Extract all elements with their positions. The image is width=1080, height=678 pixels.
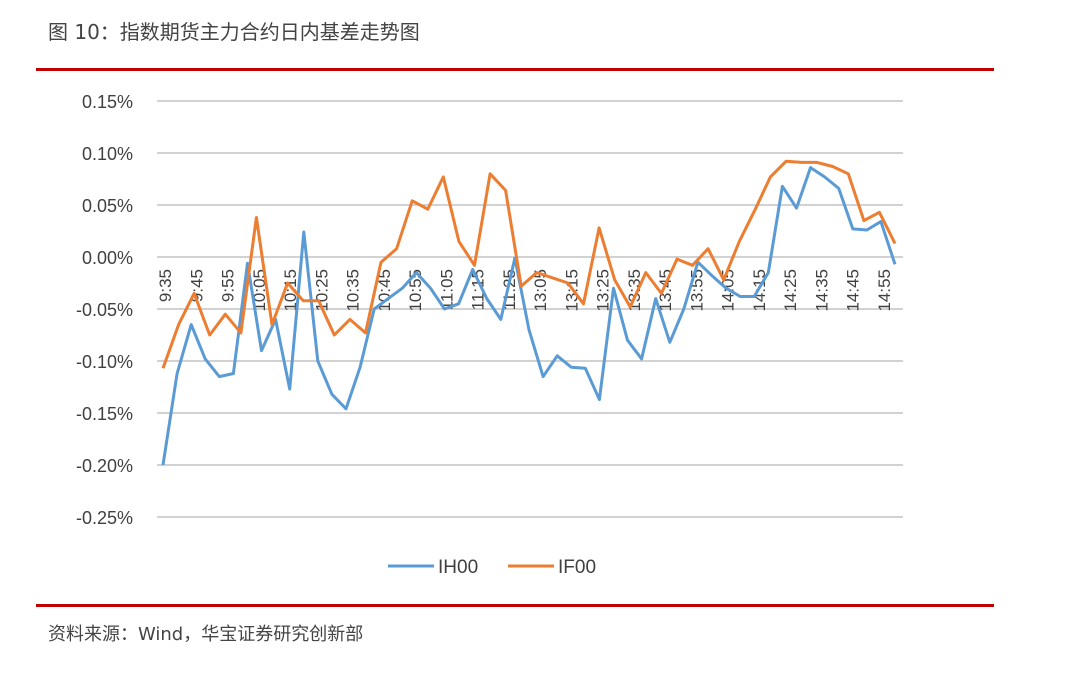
y-tick-label: -0.15% — [76, 404, 133, 424]
x-tick-label: 13:25 — [594, 269, 613, 312]
x-tick-label: 11:05 — [437, 269, 456, 310]
y-tick-label: -0.05% — [76, 300, 133, 320]
legend-label-ih00: IH00 — [438, 557, 478, 578]
x-tick-label: 9:55 — [219, 269, 238, 302]
y-tick-label: -0.25% — [76, 508, 133, 528]
x-tick-label: 9:35 — [156, 269, 175, 302]
series-lines — [161, 159, 897, 466]
x-tick-label: 11:25 — [500, 269, 519, 310]
series-line-ih00 — [161, 166, 897, 466]
top-rule — [36, 68, 994, 71]
legend-label-if00: IF00 — [558, 557, 596, 578]
y-tick-label: 0.05% — [82, 196, 133, 216]
y-tick-label: -0.20% — [76, 456, 133, 476]
line-chart: 0.15% 0.10% 0.05% 0.00% -0.05% -0.10% -0.15% -0… — [76, 92, 903, 578]
x-tick-label: 14:35 — [812, 269, 831, 312]
x-tick-label: 10:35 — [344, 269, 363, 312]
y-tick-label: 0.00% — [82, 248, 133, 268]
x-tick-label: 14:45 — [844, 269, 863, 312]
x-tick-label: 14:25 — [781, 269, 800, 312]
x-tick-label: 14:55 — [875, 269, 894, 312]
y-tick-label: 0.10% — [82, 144, 133, 164]
x-tick-label: 13:35 — [625, 269, 644, 312]
figure-title: 图 10：指数期货主力合约日内基差走势图 — [48, 20, 420, 44]
x-tick-label: 10:45 — [375, 269, 394, 312]
series-line-if00 — [161, 159, 897, 369]
x-tick-label: 13:05 — [531, 269, 550, 312]
x-tick-label: 9:45 — [187, 269, 206, 302]
x-tick-label: 11:15 — [469, 269, 488, 310]
source-note: 资料来源：Wind，华宝证券研究创新部 — [48, 624, 364, 645]
y-tick-label: 0.15% — [82, 92, 133, 112]
x-tick-label: 13:45 — [656, 269, 675, 312]
legend: IH00 IF00 — [388, 557, 596, 578]
y-tick-label: -0.10% — [76, 352, 133, 372]
y-axis-tick-labels: 0.15% 0.10% 0.05% 0.00% -0.05% -0.10% -0.15% -0… — [76, 92, 133, 528]
x-tick-label: 10:15 — [281, 269, 300, 312]
bottom-rule — [36, 604, 994, 607]
